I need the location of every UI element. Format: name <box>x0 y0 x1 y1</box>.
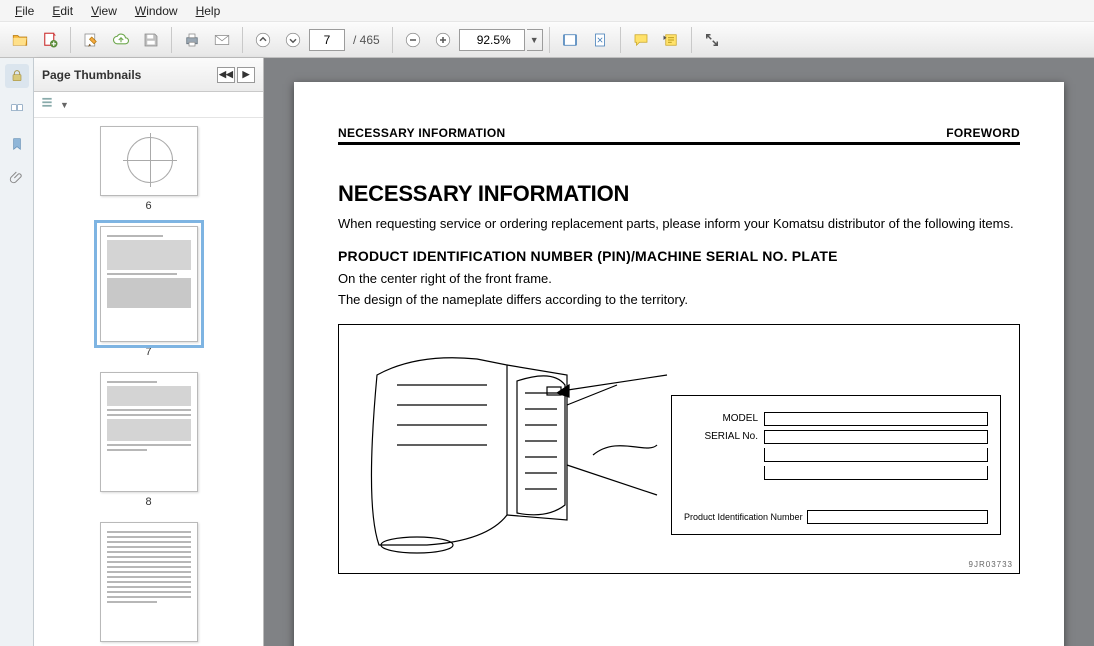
menu-help[interactable]: Help <box>187 2 230 20</box>
fit-page-button[interactable] <box>586 26 614 54</box>
document-viewport[interactable]: NECESSARY INFORMATION FOREWORD NECESSARY… <box>264 58 1094 646</box>
page-number-input[interactable] <box>309 29 345 51</box>
separator <box>171 27 172 53</box>
sticky-note-button[interactable] <box>657 26 685 54</box>
edit-button[interactable] <box>77 26 105 54</box>
nameplate-model-label: MODEL <box>684 413 764 424</box>
nameplate-pin-label: Product Identification Number <box>684 512 807 522</box>
separator <box>392 27 393 53</box>
nameplate-model-field <box>764 412 988 426</box>
separator <box>549 27 550 53</box>
figure-box: MODEL SERIAL No. Product Identification … <box>338 324 1020 574</box>
thumbnails-title: Page Thumbnails <box>42 68 141 82</box>
email-button[interactable] <box>208 26 236 54</box>
zoom-in-button[interactable] <box>429 26 457 54</box>
nameplate-box: MODEL SERIAL No. Product Identification … <box>671 395 1001 535</box>
thumbnails-expand-button[interactable]: ▶ <box>237 67 255 83</box>
running-head-left: NECESSARY INFORMATION <box>338 126 505 140</box>
thumbnails-header: Page Thumbnails ◀◀ ▶ <box>34 58 263 92</box>
side-rail <box>0 58 34 646</box>
open-button[interactable] <box>6 26 34 54</box>
rail-bookmark-icon[interactable] <box>5 132 29 156</box>
thumbnail-page-7[interactable]: 7 <box>100 226 198 368</box>
rail-thumbnails-icon[interactable] <box>5 98 29 122</box>
zoom-out-button[interactable] <box>399 26 427 54</box>
page-up-button[interactable] <box>249 26 277 54</box>
rail-attachment-icon[interactable] <box>5 166 29 190</box>
nameplate-blank-field <box>764 466 988 480</box>
section-heading: PRODUCT IDENTIFICATION NUMBER (PIN)/MACH… <box>338 248 1020 264</box>
create-pdf-button[interactable] <box>36 26 64 54</box>
menu-view[interactable]: View <box>82 2 126 20</box>
nameplate-pin-field <box>807 510 988 524</box>
thumbnail-page-8[interactable]: 8 <box>100 372 198 518</box>
thumbnails-options-caret-icon[interactable]: ▼ <box>60 100 69 110</box>
figure-code: 9JR03733 <box>969 560 1013 569</box>
thumbnail-page-6[interactable]: 6 <box>100 126 198 222</box>
comment-button[interactable] <box>627 26 655 54</box>
page-down-button[interactable] <box>279 26 307 54</box>
page-heading: NECESSARY INFORMATION <box>338 181 1020 207</box>
main-area: Page Thumbnails ◀◀ ▶ ▼ 6 <box>0 58 1094 646</box>
header-rule <box>338 142 1020 145</box>
thumbnails-toolbar: ▼ <box>34 92 263 118</box>
thumbnail-number: 7 <box>145 346 151 358</box>
thumbnails-panel: Page Thumbnails ◀◀ ▶ ▼ 6 <box>34 58 264 646</box>
page-total-label: / 465 <box>347 33 386 47</box>
fullscreen-button[interactable] <box>698 26 726 54</box>
separator <box>70 27 71 53</box>
nameplate-blank-field <box>764 448 988 462</box>
zoom-level-input[interactable] <box>459 29 525 51</box>
thumbnail-page-9[interactable] <box>100 522 198 642</box>
thumbnails-list[interactable]: 6 7 8 <box>34 118 263 646</box>
nameplate-serial-field <box>764 430 988 444</box>
save-button[interactable] <box>137 26 165 54</box>
page-total-value: 465 <box>360 33 380 47</box>
document-page: NECESSARY INFORMATION FOREWORD NECESSARY… <box>294 82 1064 646</box>
nameplate-serial-label: SERIAL No. <box>684 431 764 442</box>
zoom-dropdown-button[interactable]: ▼ <box>527 29 543 51</box>
thumbnails-collapse-button[interactable]: ◀◀ <box>217 67 235 83</box>
intro-paragraph: When requesting service or ordering repl… <box>338 215 1020 234</box>
rail-lock-icon[interactable] <box>5 64 29 88</box>
separator <box>691 27 692 53</box>
separator <box>620 27 621 53</box>
thumbnail-number: 6 <box>145 200 151 212</box>
separator <box>242 27 243 53</box>
section-line-2: The design of the nameplate differs acco… <box>338 291 1020 310</box>
thumbnail-number: 8 <box>145 496 151 508</box>
menu-window[interactable]: Window <box>126 2 187 20</box>
thumbnails-options-icon[interactable] <box>40 95 54 114</box>
menu-edit[interactable]: Edit <box>43 2 82 20</box>
menu-file[interactable]: File <box>6 2 43 20</box>
section-line-1: On the center right of the front frame. <box>338 270 1020 289</box>
running-head-right: FOREWORD <box>946 126 1020 140</box>
cloud-upload-button[interactable] <box>107 26 135 54</box>
fit-width-button[interactable] <box>556 26 584 54</box>
machine-illustration <box>357 345 677 555</box>
toolbar: / 465 ▼ <box>0 22 1094 58</box>
print-button[interactable] <box>178 26 206 54</box>
menu-bar: File Edit View Window Help <box>0 0 1094 22</box>
